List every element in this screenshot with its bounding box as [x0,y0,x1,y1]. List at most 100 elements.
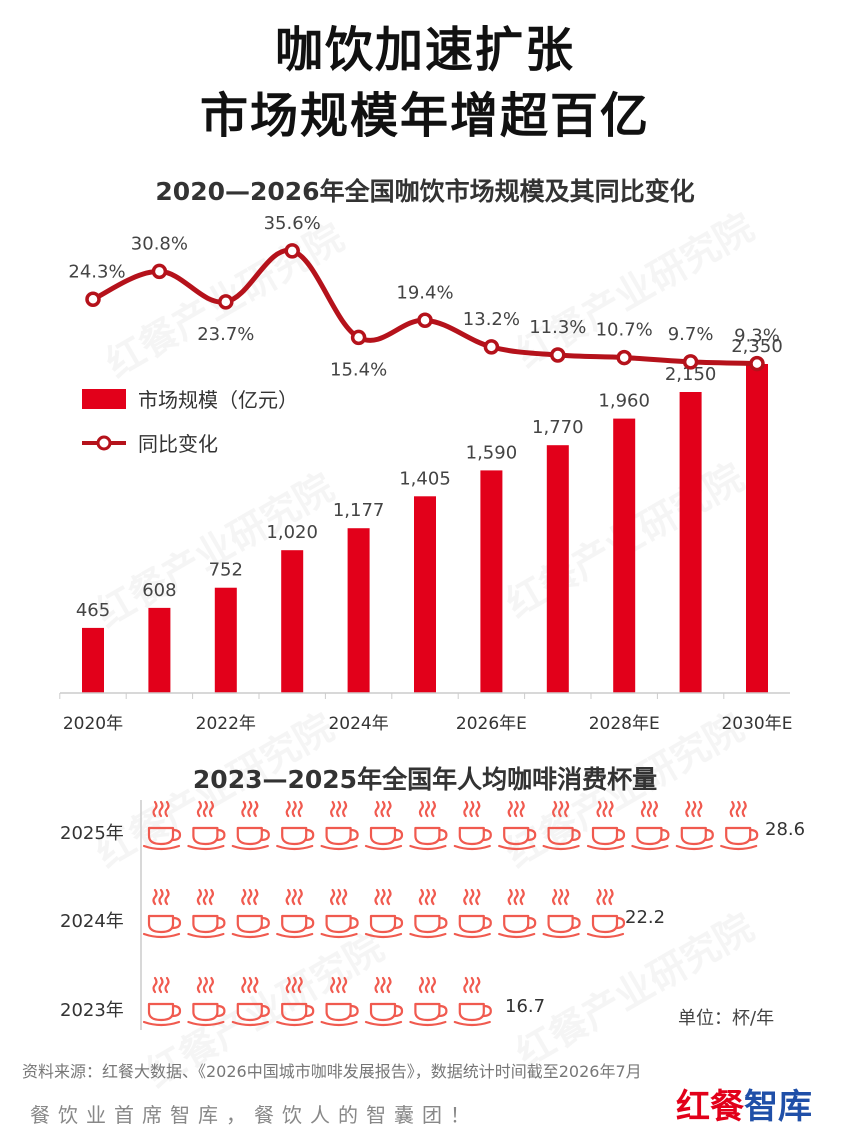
yoy-line [90,248,760,367]
legend-line-swatch [82,435,126,450]
coffee-cup-icon [409,800,448,851]
bar [480,470,503,693]
bar-value-label: 465 [76,600,110,621]
x-tick-label: 2030年E [721,714,792,734]
coffee-cup-icon [364,888,404,939]
coffee-cup-icon [142,800,182,851]
bar [214,587,237,693]
yoy-value-label: 23.7% [197,324,254,345]
legend-label-market-size: 市场规模（亿元） [138,388,298,412]
yoy-value-label: 35.6% [264,213,321,234]
coffee-cup-icon [364,976,404,1027]
brand-part2: 智库 [744,1087,812,1127]
legend-item-market-size: 市场规模（亿元） [82,384,298,413]
bar-value-label: 1,770 [532,417,584,438]
yoy-value-label: 24.3% [68,261,125,282]
coffee-cup-icon [542,888,581,939]
bar [148,607,171,693]
coffee-cup-icon [142,888,182,939]
coffee-cup-icon [409,888,448,939]
x-tick-label: 2022年 [196,714,256,734]
yoy-point [350,329,367,346]
yoy-point [682,354,699,370]
yoy-value-label: 10.7% [596,320,653,341]
coffee-cup-icon [586,888,626,939]
yoy-point [284,243,300,259]
bar [613,418,636,693]
market-size-chart: 465 608 752 1,020 1,177 1,405 1,590 1,770 1,960 2… [59,213,793,734]
bar [679,392,702,693]
bar-value-label: 2,150 [665,364,717,385]
legend-bar-swatch [82,388,126,409]
row-label-2025: 2025年 [60,823,124,844]
yoy-point [749,355,765,372]
coffee-cup-icon [187,976,226,1027]
yoy-value-label: 13.2% [463,309,520,330]
row-label-2024: 2024年 [60,911,124,932]
main-title-line2: 市场规模年增超百亿 [199,88,650,144]
yoy-value-label: 30.8% [131,233,188,254]
coffee-cup-icon [187,888,226,939]
row-value-2024: 22.2 [625,907,666,928]
bar-value-label: 608 [142,580,176,601]
yoy-point [483,339,500,355]
per-capita-cups-chart [140,800,759,1030]
unit-label: 单位：杯/年 [678,1008,775,1029]
coffee-cup-icon [409,976,448,1027]
coffee-cup-icon [276,800,315,851]
yoy-point [417,312,433,329]
coffee-cup-icon [320,888,359,939]
coffee-cup-icon [276,976,315,1027]
bar-value-label: 2,350 [731,336,783,357]
coffee-cup-icon [453,888,492,939]
yoy-value-label: 19.4% [396,282,453,303]
source-note: 资料来源：红餐大数据、《2026中国城市咖啡发展报告》，数据统计时间截至2026… [22,1062,642,1081]
bar [414,496,436,693]
bar-value-label: 1,177 [333,500,385,521]
coffee-cup-icon [276,888,315,939]
bar [82,627,104,693]
yoy-value-label: 15.4% [330,359,387,380]
bar-value-label: 1,405 [399,468,451,489]
legend-label-yoy: 同比变化 [138,432,218,456]
slogan: 餐饮业首席智库，餐饮人的智囊团！ [30,1103,478,1127]
coffee-cup-icon [320,976,359,1027]
bar [546,445,569,693]
coffee-cup-icon [364,800,404,851]
coffee-cup-icon [187,800,226,851]
row-value-2023: 16.7 [505,996,546,1017]
bar-value-label: 1,020 [266,522,318,543]
chart2-title: 2023—2025年全国年人均咖啡消费杯量 [192,765,658,794]
coffee-cup-icon [231,976,270,1027]
bar-value-label: 752 [209,560,243,581]
bar [746,364,768,693]
row-value-2025: 28.6 [765,819,806,840]
yoy-point [550,347,566,363]
yoy-value-label: 9.3% [734,326,780,347]
coffee-cup-icon [231,888,270,939]
x-tick-label: 2026年E [456,714,527,734]
x-tick-label: 2020年 [63,714,123,734]
coffee-cup-icon [631,800,670,851]
bar [347,528,370,693]
coffee-cup-icon [498,800,537,851]
coffee-cup-icon [320,800,359,851]
coffee-cup-icon [586,800,626,851]
bar [281,550,304,693]
coffee-cup-icon [453,800,492,851]
coffee-cup-icon [675,800,714,851]
yoy-value-label: 11.3% [529,317,586,338]
x-tick-label: 2024年 [328,714,388,734]
bar-value-label: 1,590 [466,442,518,463]
coffee-cup-icon [142,976,182,1027]
x-tick-label: 2028年E [589,714,660,734]
coffee-cup-icon [720,800,759,851]
coffee-cup-icon [542,800,581,851]
main-title-line1: 咖饮加速扩张 [274,22,575,78]
coffee-cup-icon [498,888,537,939]
yoy-point [151,263,168,280]
coffee-cup-icon [453,976,492,1027]
row-label-2023: 2023年 [60,1000,124,1021]
yoy-point [85,291,101,308]
coffee-cup-icon [231,800,270,851]
